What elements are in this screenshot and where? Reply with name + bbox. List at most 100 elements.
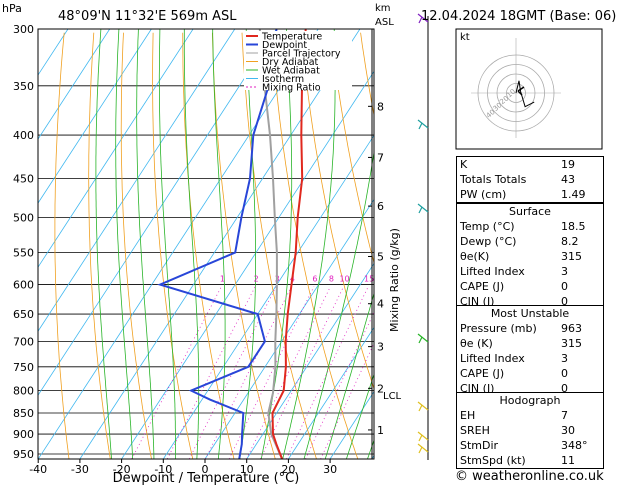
km-tick-label: 8	[377, 100, 384, 113]
location-title: 48°09'N 11°32'E 569m ASL	[58, 9, 237, 24]
wind-barb	[417, 119, 429, 130]
lcl-label: LCL	[383, 391, 402, 402]
s-temp-label: Temp (°C)	[460, 220, 515, 233]
surface-box: Surface Temp (°C) 18.5 Dewp (°C) 8.2 θe(K)…	[456, 203, 604, 310]
dry-adiabat-line	[330, 32, 374, 265]
s-li-row: Lifted Index 3	[457, 264, 603, 279]
hpa-label: hPa	[2, 2, 22, 15]
k-value: 19	[561, 158, 575, 171]
hodograph-ring-label: 10	[505, 88, 517, 100]
km-tick-label: 3	[377, 341, 384, 354]
mu-cape-value: 0	[561, 367, 568, 380]
s-cin-row: CIN (J) 0	[457, 294, 603, 309]
km-tick-label: 6	[377, 200, 384, 213]
temp-tick-label: 20	[281, 463, 295, 476]
dry-adiabat-line	[300, 32, 374, 390]
mu-cin-row: CIN (J) 0	[457, 381, 603, 396]
temp-tick-label: -20	[113, 463, 131, 476]
km-tick-label: 7	[377, 151, 384, 164]
dry-adiabat-line	[152, 32, 194, 459]
pressure-tick-label: 450	[13, 172, 34, 185]
wet-adiabat-line	[158, 29, 176, 459]
mu-pres-label: Pressure (mb)	[460, 322, 537, 335]
isotherm-line	[38, 29, 194, 268]
mu-pres-row: Pressure (mb) 963	[457, 321, 603, 336]
km-label: km	[375, 3, 391, 14]
mixing-ratio-label: 15	[364, 275, 374, 284]
most-unstable-box: Most Unstable Pressure (mb) 963 θe (K) 315…	[456, 305, 604, 397]
pressure-tick-label: 550	[13, 246, 34, 259]
eh-row: EH 7	[457, 408, 603, 423]
s-theta-row: θe(K) 315	[457, 249, 603, 264]
mixing-ratio-line	[246, 286, 331, 459]
sreh-label: SREH	[460, 424, 490, 437]
k-label: K	[460, 158, 468, 171]
mixing-ratio-line	[228, 286, 315, 459]
pressure-tick-label: 850	[13, 407, 34, 420]
km-tick-label: 5	[377, 250, 384, 263]
mixing-ratio-axis-label: Mixing Ratio (g/kg)	[388, 228, 401, 332]
dry-adiabat-line	[182, 32, 235, 459]
mu-theta-value: 315	[561, 337, 582, 350]
isotherm-line	[38, 29, 236, 332]
datetime-title: 12.04.2024 18GMT (Base: 06)	[421, 9, 617, 24]
sreh-value: 30	[561, 424, 575, 437]
legend-entry: Mixing Ratio	[262, 83, 321, 94]
mixing-ratio-label: 2	[254, 275, 259, 284]
wet-adiabat-line	[282, 29, 336, 459]
stmspd-value: 11	[561, 454, 575, 467]
pressure-tick-label: 300	[13, 23, 34, 36]
temperature-line	[271, 29, 307, 459]
stmspd-row: StmSpd (kt) 11	[457, 453, 603, 468]
temp-tick-label: -30	[71, 463, 89, 476]
temp-tick-label: 10	[240, 463, 254, 476]
wind-barb	[417, 333, 429, 344]
isotherm-line	[79, 29, 361, 459]
dry-adiabat-line	[54, 32, 70, 459]
s-temp-value: 18.5	[561, 220, 586, 233]
mixing-ratio-label: 10	[339, 275, 349, 284]
mu-title: Most Unstable	[490, 307, 570, 320]
mu-cape-label: CAPE (J)	[460, 367, 505, 380]
dry-adiabat-line	[212, 32, 276, 459]
mu-li-row: Lifted Index 3	[457, 351, 603, 366]
wet-adiabat-line	[239, 29, 257, 459]
stmdir-value: 348°	[561, 439, 588, 452]
dry-adiabat-line	[88, 32, 111, 459]
s-cape-row: CAPE (J) 0	[457, 279, 603, 294]
stmdir-label: StmDir	[460, 439, 499, 452]
eh-value: 7	[561, 409, 568, 422]
indices-box: K 19 Totals Totals 43 PW (cm) 1.49	[456, 156, 604, 203]
legend-entry: Isotherm	[262, 74, 304, 85]
wet-adiabat-line	[260, 29, 293, 459]
mixing-ratio-line	[260, 286, 344, 459]
wind-barb	[417, 443, 429, 454]
s-theta-value: 315	[561, 250, 582, 263]
mu-pres-value: 963	[561, 322, 582, 335]
pressure-tick-label: 350	[13, 80, 34, 93]
legend-background	[244, 31, 352, 90]
pw-label: PW (cm)	[460, 188, 507, 201]
pw-value: 1.49	[561, 188, 586, 201]
tt-row: Totals Totals 43	[457, 172, 603, 187]
dewpoint-line	[157, 29, 278, 459]
sreh-row: SREH 30	[457, 423, 603, 438]
mu-li-value: 3	[561, 352, 568, 365]
hodograph-stats-box: Hodograph EH 7 SREH 30 StmDir 348° StmSpd (…	[456, 392, 604, 469]
pressure-tick-label: 500	[13, 211, 34, 224]
s-temp-row: Temp (°C) 18.5	[457, 219, 603, 234]
isotherm-line	[38, 29, 69, 76]
km-tick-label: 4	[377, 298, 384, 311]
isotherm-line	[162, 134, 374, 459]
plot-frame	[37, 28, 375, 460]
stmdir-row: StmDir 348°	[457, 438, 603, 453]
pressure-tick-label: 950	[13, 448, 34, 461]
hodograph-trace	[515, 80, 535, 108]
pressure-tick-label: 900	[13, 428, 34, 441]
tt-value: 43	[561, 173, 575, 186]
isotherm-line	[38, 29, 111, 140]
wind-barb	[417, 203, 429, 214]
